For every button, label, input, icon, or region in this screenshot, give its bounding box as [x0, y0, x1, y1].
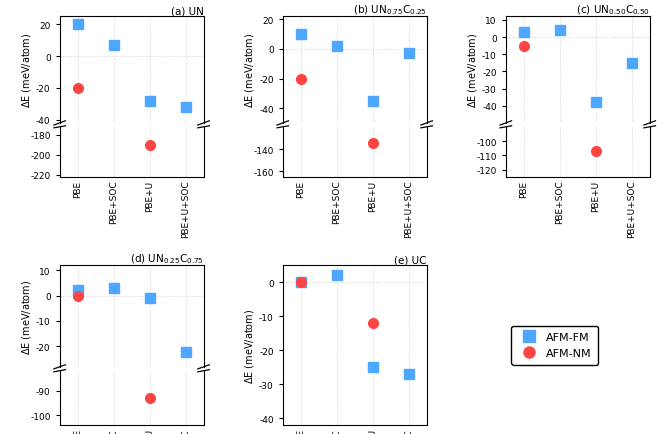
Text: (e) UC: (e) UC	[394, 255, 427, 265]
Y-axis label: $\Delta$E (meV/atom): $\Delta$E (meV/atom)	[243, 33, 257, 108]
Text: (c) UN$_{0.50}$C$_{0.50}$: (c) UN$_{0.50}$C$_{0.50}$	[575, 4, 650, 17]
Y-axis label: $\Delta$E (meV/atom): $\Delta$E (meV/atom)	[20, 279, 33, 354]
Text: (b) UN$_{0.75}$C$_{0.25}$: (b) UN$_{0.75}$C$_{0.25}$	[353, 4, 427, 17]
Legend: AFM-FM, AFM-NM: AFM-FM, AFM-NM	[511, 326, 598, 365]
Y-axis label: $\Delta$E (meV/atom): $\Delta$E (meV/atom)	[243, 308, 256, 383]
Y-axis label: $\Delta$E (meV/atom): $\Delta$E (meV/atom)	[466, 33, 479, 108]
Y-axis label: $\Delta$E (meV/atom): $\Delta$E (meV/atom)	[21, 33, 33, 108]
Text: (d) UN$_{0.25}$C$_{0.75}$: (d) UN$_{0.25}$C$_{0.75}$	[130, 252, 204, 265]
Text: (a) UN: (a) UN	[170, 7, 204, 16]
